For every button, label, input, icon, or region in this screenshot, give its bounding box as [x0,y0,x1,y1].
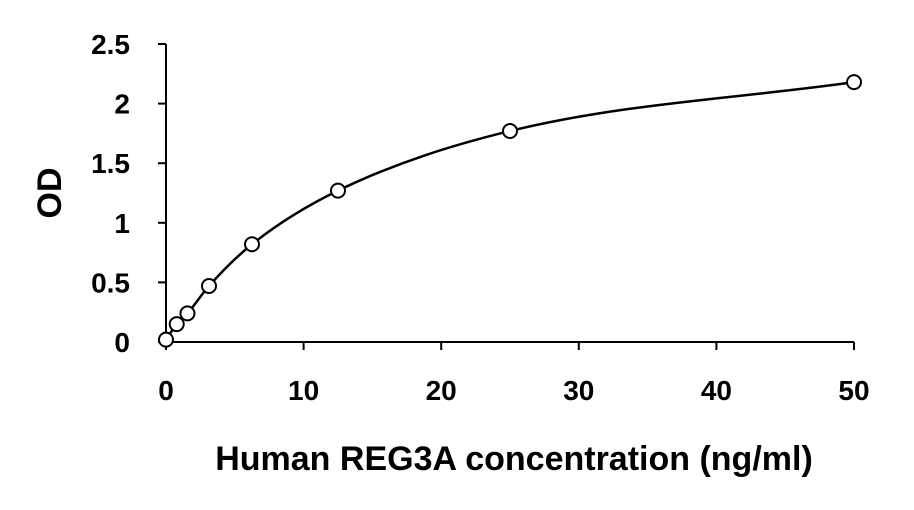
curve-layer [164,80,855,341]
fit-curve [164,80,855,341]
data-point [158,331,174,348]
data-point [201,277,217,294]
x-axis-title: Human REG3A concentration (ng/ml) [215,440,813,478]
y-tick-label: 0 [114,327,130,358]
y-tick-label: 1 [114,208,130,239]
data-point [330,182,346,199]
y-tick-label: 2.5 [91,29,130,60]
data-point [168,316,185,333]
data-point [244,236,260,253]
x-tick-label: 30 [563,375,594,406]
y-tick-label: 1.5 [91,148,130,179]
x-tick-label: 50 [838,375,869,406]
data-point [502,123,518,140]
data-point [846,74,862,91]
x-tick-label: 10 [288,375,319,406]
y-tick-label: 2 [114,89,130,120]
y-axis-title: OD [31,168,69,219]
y-tick-label: 0.5 [91,267,130,298]
axes-layer: 0 0.5 1 1.5 2 2.5 0 10 20 30 40 50 [91,29,870,406]
x-tick-label: 40 [701,375,732,406]
points-layer [158,74,862,348]
x-tick-label: 20 [426,375,457,406]
x-tick-label: 0 [158,375,174,406]
data-point [179,305,196,322]
